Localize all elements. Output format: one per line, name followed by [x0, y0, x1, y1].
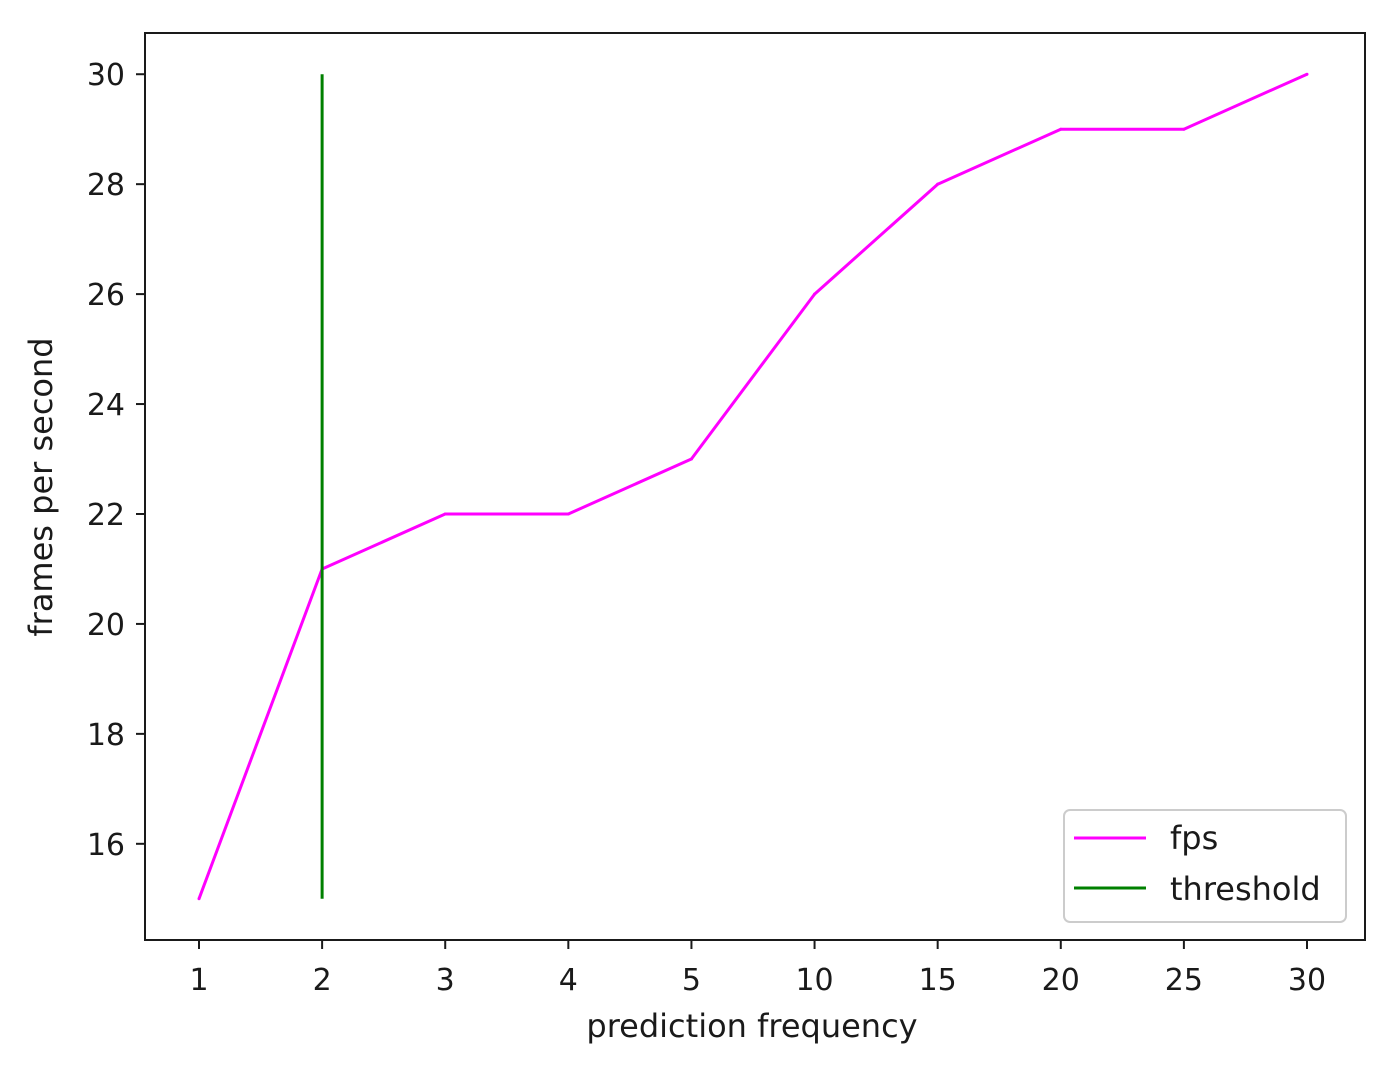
x-tick-label: 10 [795, 963, 833, 998]
x-tick-label: 20 [1042, 963, 1080, 998]
y-tick-label: 18 [87, 718, 125, 753]
axis-ticks: 1 2 3 4 5 10 15 20 25 30 16 18 20 22 24 26 28 30 [87, 58, 1326, 998]
x-tick-label: 1 [189, 963, 208, 998]
data-point-fps-15 [936, 182, 940, 186]
y-tick-label: 22 [87, 498, 125, 533]
data-point-fps-20 [1059, 127, 1063, 131]
series-fps-line [197, 72, 1308, 900]
plot-area [197, 72, 1309, 901]
x-tick-label: 15 [919, 963, 957, 998]
x-tick-label: 25 [1165, 963, 1203, 998]
x-tick-label: 5 [682, 963, 701, 998]
data-point-fps-4 [566, 512, 570, 516]
x-tick-label: 30 [1288, 963, 1326, 998]
data-point-fps-3 [443, 512, 447, 516]
x-tick-label: 4 [559, 963, 578, 998]
legend-label-threshold: threshold [1170, 870, 1321, 908]
y-tick-label: 24 [87, 388, 125, 423]
data-point-fps-25 [1182, 127, 1186, 131]
data-point-fps-30 [1305, 72, 1309, 76]
y-tick-label: 26 [87, 278, 125, 313]
y-tick-label: 30 [87, 58, 125, 93]
legend: fps threshold [1063, 809, 1347, 923]
x-tick-label: 3 [436, 963, 455, 998]
y-tick-label: 20 [87, 608, 125, 643]
y-tick-label: 28 [87, 168, 125, 203]
x-tick-label: 2 [313, 963, 332, 998]
y-tick-label: 16 [87, 828, 125, 863]
data-point-fps-1 [197, 897, 201, 901]
data-point-fps-10 [813, 292, 817, 296]
axes-frame [144, 32, 1366, 941]
x-axis-label: prediction frequency [586, 1007, 917, 1045]
y-axis-label: frames per second [22, 337, 60, 636]
legend-label-fps: fps [1170, 819, 1218, 857]
data-point-fps-5 [689, 457, 693, 461]
